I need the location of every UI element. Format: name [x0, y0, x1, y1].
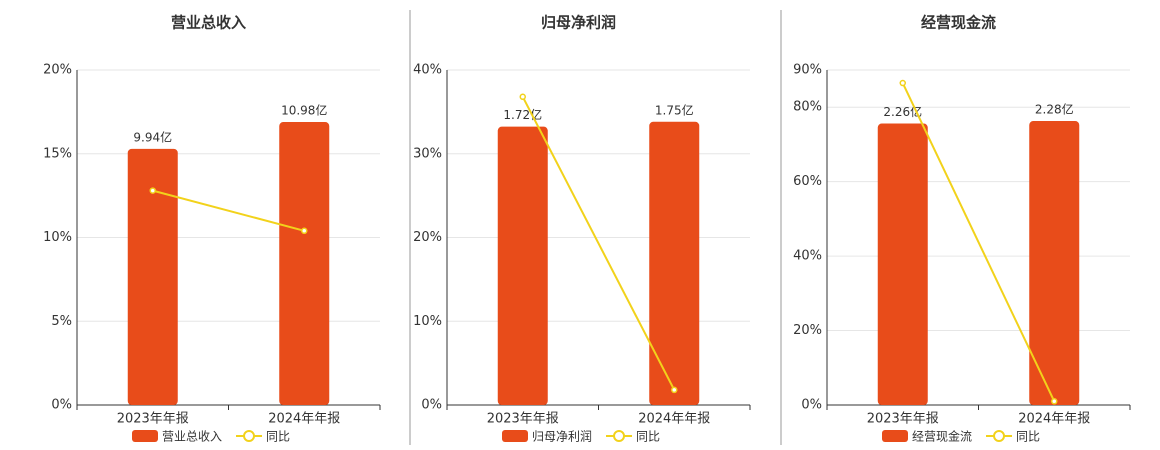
bar — [1029, 121, 1080, 405]
legend-label: 经营现金流 — [912, 429, 972, 444]
line — [901, 82, 1056, 402]
y-tick-label: 15% — [43, 146, 72, 161]
y-tick-label: 30% — [413, 146, 442, 161]
bar — [877, 123, 928, 406]
data-label: 2.28亿 — [1035, 102, 1074, 117]
point — [671, 386, 678, 394]
y-tick-label: 10% — [43, 230, 72, 245]
y-tick-label: 0% — [801, 398, 822, 413]
y-tick-label: 20% — [43, 63, 72, 78]
legend-swatch — [243, 430, 256, 442]
data-label: 2.26亿 — [883, 104, 922, 119]
y-tick-label: 40% — [793, 249, 822, 264]
legend-swatch — [502, 430, 528, 442]
line — [521, 96, 676, 391]
y-tick-label: 0% — [51, 398, 72, 413]
data-label: 9.94亿 — [133, 129, 172, 144]
bar — [497, 126, 548, 405]
point — [899, 79, 906, 87]
y-tick-label: 80% — [793, 100, 822, 115]
bar — [649, 121, 700, 405]
y-tick-label: 5% — [51, 314, 72, 329]
x-tick-label: 2024年年报 — [1018, 412, 1090, 427]
chart-title: 经营现金流 — [921, 14, 996, 32]
chart-title: 归母净利润 — [541, 14, 616, 32]
chart-title: 营业总收入 — [171, 14, 246, 32]
legend-swatch — [613, 430, 626, 442]
legend-label: 营业总收入 — [162, 430, 222, 444]
point — [519, 93, 526, 101]
y-tick-label: 60% — [793, 174, 822, 189]
x-tick-label: 2023年年报 — [487, 412, 559, 427]
point — [301, 227, 308, 235]
legend-swatch — [132, 430, 158, 442]
data-label: 1.72亿 — [503, 107, 542, 122]
line — [152, 189, 305, 232]
legend-swatch — [882, 430, 908, 442]
x-tick-label: 2024年年报 — [638, 412, 710, 427]
legend-label: 同比 — [1016, 430, 1040, 444]
point — [1051, 398, 1058, 405]
legend-label: 归母净利润 — [532, 430, 592, 444]
y-tick-label: 20% — [793, 323, 822, 338]
x-tick-label: 2024年年报 — [268, 412, 340, 427]
x-tick-label: 2023年年报 — [867, 412, 939, 427]
y-tick-label: 0% — [421, 398, 442, 413]
data-label: 1.75亿 — [655, 102, 694, 117]
y-tick-label: 40% — [413, 63, 442, 78]
y-tick-label: 20% — [413, 230, 442, 245]
bar — [127, 148, 178, 405]
legend-label: 同比 — [266, 430, 290, 444]
legend-label: 同比 — [636, 430, 660, 444]
bar — [279, 122, 330, 406]
legend-swatch — [993, 430, 1006, 442]
y-tick-label: 10% — [413, 314, 442, 329]
data-label: 10.98亿 — [281, 103, 327, 118]
point — [149, 187, 156, 194]
x-tick-label: 2023年年报 — [117, 412, 189, 427]
y-tick-label: 90% — [793, 63, 822, 78]
